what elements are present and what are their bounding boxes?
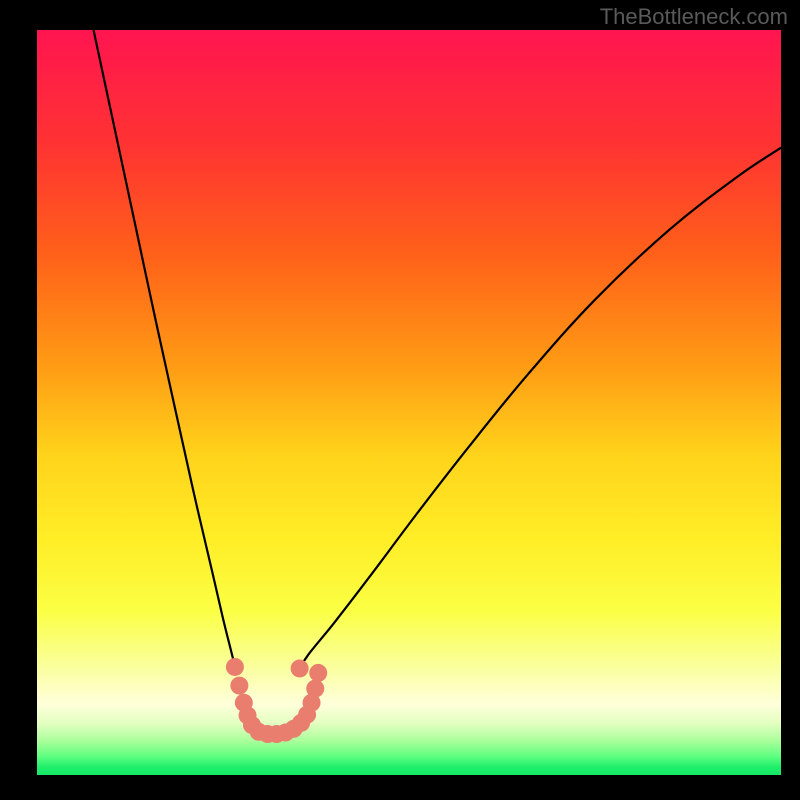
curve-layer — [37, 30, 781, 775]
valley-marker — [309, 664, 327, 682]
watermark-text: TheBottleneck.com — [600, 4, 788, 30]
valley-marker — [291, 659, 309, 677]
valley-markers — [226, 658, 327, 743]
valley-marker — [230, 677, 248, 695]
plot-area — [37, 30, 781, 775]
bottleneck-curve-left — [94, 30, 237, 672]
valley-marker — [226, 658, 244, 676]
bottleneck-curve-right — [297, 148, 781, 672]
valley-marker — [306, 680, 324, 698]
